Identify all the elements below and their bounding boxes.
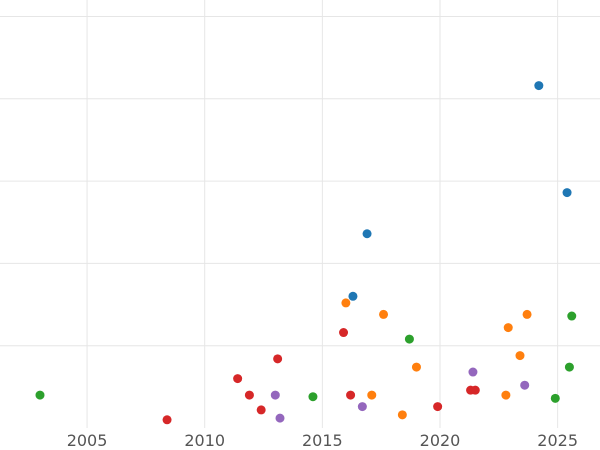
scatter-point: [341, 298, 351, 308]
scatter-point: [522, 309, 532, 319]
scatter-point: [256, 405, 266, 415]
x-tick-label: 2025: [537, 431, 578, 450]
data-points: [35, 81, 577, 425]
scatter-point: [357, 402, 367, 412]
scatter-point: [270, 390, 280, 400]
scatter-point: [362, 229, 372, 239]
scatter-point: [520, 380, 530, 390]
scatter-point: [348, 291, 358, 301]
scatter-point: [35, 390, 45, 400]
scatter-point: [275, 413, 285, 423]
scatter-point: [468, 367, 478, 377]
scatter-point: [501, 390, 511, 400]
scatter-point: [273, 354, 283, 364]
x-tick-label: 2010: [184, 431, 225, 450]
scatter-point: [564, 362, 574, 372]
scatter-point: [346, 390, 356, 400]
scatter-point: [308, 392, 318, 402]
scatter-point: [515, 351, 525, 361]
x-tick-label: 2015: [302, 431, 343, 450]
scatter-point: [244, 390, 254, 400]
scatter-point: [470, 385, 480, 395]
scatter-point: [411, 362, 421, 372]
scatter-point: [550, 393, 560, 403]
scatter-point: [339, 328, 349, 338]
scatter-point: [562, 188, 572, 198]
grid: [0, 0, 600, 428]
scatter-point: [397, 410, 407, 420]
scatter-point: [404, 334, 414, 344]
x-axis-ticks: 2005 2010 2015 2020 2025: [67, 431, 578, 450]
x-tick-label: 2020: [420, 431, 461, 450]
scatter-point: [534, 81, 544, 91]
scatter-point: [233, 374, 243, 384]
scatter-point: [367, 390, 377, 400]
scatter-point: [433, 402, 443, 412]
scatter-point: [379, 309, 389, 319]
scatter-point: [162, 415, 172, 425]
scatter-point: [503, 323, 513, 333]
x-tick-label: 2005: [67, 431, 108, 450]
scatter-point: [567, 311, 577, 321]
